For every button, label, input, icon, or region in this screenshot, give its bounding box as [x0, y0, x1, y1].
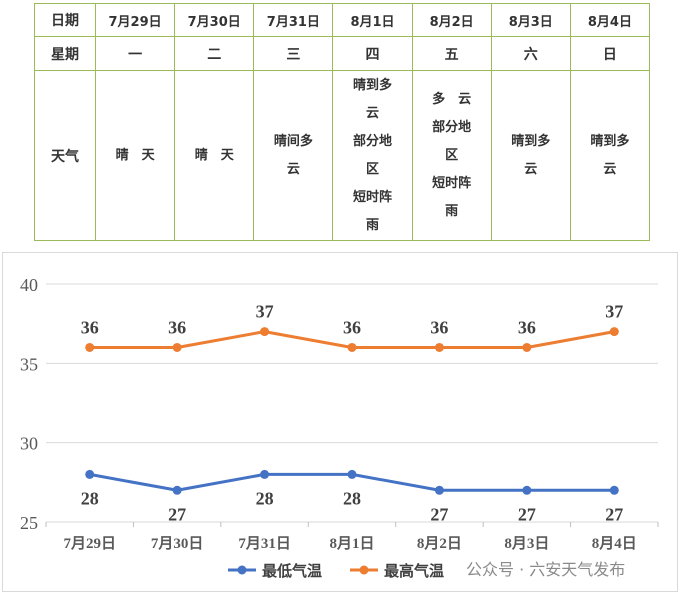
weather-line: 部分地	[432, 119, 472, 135]
weather-line: 晴间多	[273, 133, 313, 149]
x-axis: 7月29日 7月30日 7月31日 8月1日 8月2日 8月3日 8月4日	[45, 522, 659, 552]
legend-marker	[359, 565, 369, 575]
weekday-cell: 五	[411, 36, 492, 71]
data-label: 28	[256, 488, 274, 508]
weather-line: 云	[524, 161, 538, 177]
weekday-header: 星期	[34, 36, 96, 71]
weather-cell: 晴 天	[174, 70, 255, 241]
data-label: 28	[343, 488, 361, 508]
data-point	[434, 342, 444, 352]
y-tick-label: 35	[20, 354, 38, 374]
date-row: 日期 7月29日 7月30日 7月31日 8月1日 8月2日 8月3日 8月4日	[34, 3, 651, 37]
x-tick-label: 7月29日	[63, 535, 116, 552]
weather-line: 晴到多	[511, 133, 551, 149]
date-cell: 8月1日	[332, 3, 413, 37]
x-tick-label: 8月2日	[417, 535, 462, 552]
legend-label: 最低气温	[262, 562, 322, 580]
forecast-table: 日期 7月29日 7月30日 7月31日 8月1日 8月2日 8月3日 8月4日…	[34, 3, 651, 241]
data-point	[260, 469, 270, 479]
data-point	[522, 485, 532, 495]
weather-line: 云	[603, 161, 617, 177]
y-tick-label: 25	[20, 513, 38, 533]
data-point	[85, 342, 95, 352]
data-point	[260, 327, 270, 337]
data-point	[85, 469, 95, 479]
weather-line: 部分地	[352, 133, 392, 149]
legend: 最低气温 最高气温	[228, 562, 444, 580]
weather-cell: 晴间多云	[253, 70, 334, 241]
date-cell: 7月31日	[253, 3, 334, 37]
date-cell: 8月3日	[490, 3, 571, 37]
weather-cell: 晴到多云	[569, 70, 651, 241]
weather-line: 晴 天	[194, 147, 234, 163]
data-point	[172, 342, 182, 352]
date-header: 日期	[34, 3, 96, 37]
data-label: 36	[343, 317, 361, 337]
data-point	[347, 469, 357, 479]
data-label: 36	[518, 317, 536, 337]
legend-label: 最高气温	[384, 562, 444, 580]
weekday-cell: 三	[253, 36, 334, 71]
weekday-row: 星期 一 二 三 四 五 六 日	[34, 36, 651, 71]
data-label: 28	[81, 488, 99, 508]
weather-line: 晴到多	[590, 133, 630, 149]
data-label: 37	[256, 302, 274, 322]
x-tick-label: 7月30日	[151, 535, 204, 552]
weekday-cell: 二	[174, 36, 255, 71]
weather-cell: 晴到多云部分地区短时阵雨	[332, 70, 413, 241]
series-layer	[85, 327, 619, 495]
weather-line: 区	[445, 147, 459, 163]
data-label: 27	[605, 504, 623, 524]
weather-header: 天气	[34, 70, 96, 241]
date-cell: 8月2日	[411, 3, 492, 37]
weather-line: 晴 天	[115, 147, 155, 163]
weather-line: 雨	[445, 203, 459, 219]
weather-row: 天气 晴 天 晴 天 晴间多云 晴到多云部分地区短时阵雨 多 云部分地区短时阵雨…	[34, 70, 651, 241]
weather-line: 云	[365, 105, 379, 121]
data-point	[434, 485, 444, 495]
weather-cell: 晴到多云	[490, 70, 571, 241]
data-label: 36	[81, 317, 99, 337]
date-cell: 7月29日	[94, 3, 176, 37]
temperature-chart: 25 30 35 40 7月29日 7月30日 7月31日 8月1日 8月2日 8月3日 8月4日…	[2, 252, 678, 592]
x-tick-label: 8月3日	[504, 535, 549, 552]
x-tick-label: 8月1日	[329, 535, 374, 552]
data-label: 37	[605, 302, 623, 322]
date-cell: 8月4日	[569, 3, 651, 37]
weekday-cell: 四	[332, 36, 413, 71]
weekday-cell: 日	[569, 36, 651, 71]
weather-line: 短时阵	[432, 175, 472, 191]
data-point	[609, 327, 619, 337]
x-tick-label: 8月4日	[592, 535, 637, 552]
data-point	[522, 342, 532, 352]
data-label: 36	[430, 317, 448, 337]
gridlines	[46, 283, 658, 523]
data-label: 27	[518, 504, 536, 524]
chart-frame	[2, 252, 678, 592]
data-label: 27	[168, 504, 186, 524]
weather-line: 短时阵	[352, 189, 392, 205]
y-axis: 25 30 35 40	[20, 275, 38, 533]
data-label: 27	[430, 504, 448, 524]
legend-marker	[237, 565, 247, 575]
data-labels: 28 27 28 28 27 27 27 36 36 37 36 36 36 37	[81, 302, 624, 525]
weather-line: 云	[286, 161, 300, 177]
y-tick-label: 30	[20, 434, 38, 454]
x-tick-label: 7月31日	[238, 535, 291, 552]
weekday-cell: 六	[490, 36, 571, 71]
y-tick-label: 40	[20, 275, 38, 295]
watermark: 公众号 · 六安天气发布	[466, 560, 626, 579]
data-point	[609, 485, 619, 495]
weather-line: 雨	[365, 217, 379, 233]
weather-line: 晴到多	[352, 77, 392, 93]
date-cell: 7月30日	[174, 3, 255, 37]
weather-cell: 晴 天	[94, 70, 176, 241]
weather-line: 区	[365, 161, 379, 177]
data-point	[347, 342, 357, 352]
weather-line: 多 云	[432, 91, 472, 107]
weather-cell: 多 云部分地区短时阵雨	[411, 70, 492, 241]
data-point	[172, 485, 182, 495]
data-label: 36	[168, 317, 186, 337]
weekday-cell: 一	[94, 36, 176, 71]
